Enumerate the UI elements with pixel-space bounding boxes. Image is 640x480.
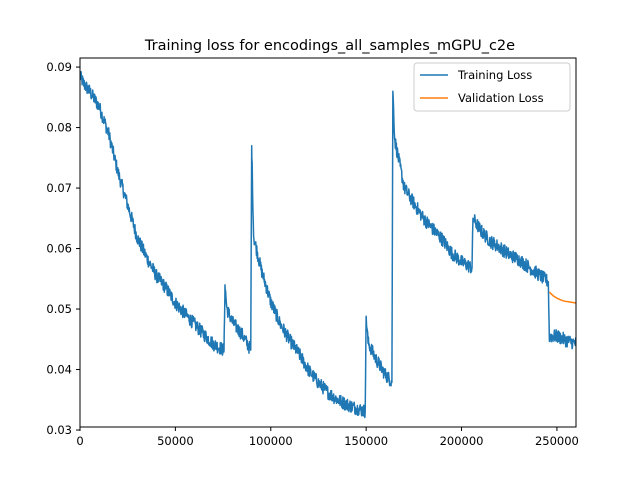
legend-label: Training Loss [457,68,532,82]
x-tick-label: 150000 [344,434,388,448]
x-tick-label: 100000 [249,434,293,448]
legend: Training Loss Validation Loss [413,62,571,112]
legend-label: Validation Loss [458,91,544,105]
series-line-training-loss [80,70,576,419]
x-tick-label: 200000 [440,434,484,448]
y-tick-label: 0.05 [46,302,72,316]
x-tick-label: 50000 [157,434,194,448]
plot-frame [79,57,577,428]
y-tick-label: 0.04 [46,363,72,377]
x-tick-label: 0 [76,434,83,448]
x-tick-label: 250000 [535,434,579,448]
y-tick-label: 0.03 [46,423,72,437]
y-tick-label: 0.09 [46,60,72,74]
chart-title: Training loss for encodings_all_samples_… [144,38,515,54]
legend-box [413,62,571,112]
y-tick-label: 0.08 [46,121,72,135]
series-line-validation-loss [548,291,576,304]
y-tick-label: 0.06 [46,242,72,256]
y-tick-label: 0.07 [46,181,72,195]
